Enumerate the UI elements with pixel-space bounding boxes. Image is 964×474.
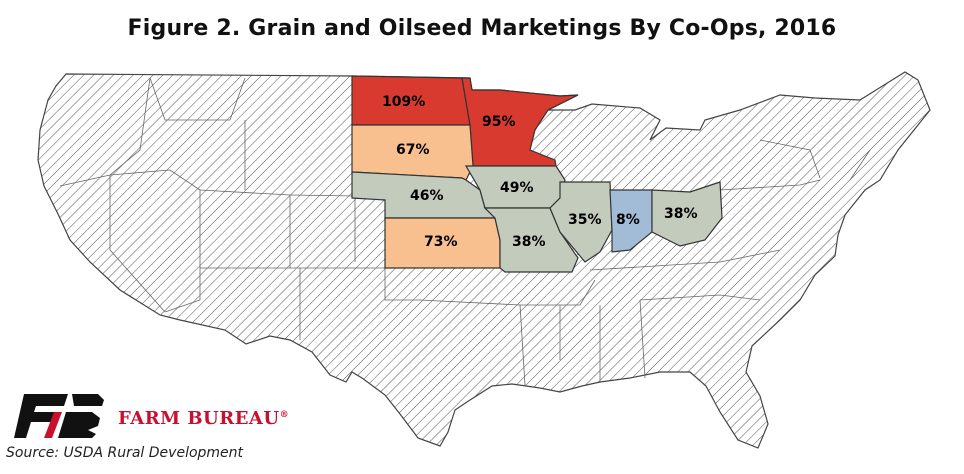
label-north-dakota: 109% bbox=[382, 94, 425, 110]
label-south-dakota: 67% bbox=[396, 142, 430, 158]
label-indiana: 8% bbox=[616, 212, 640, 228]
label-ohio: 38% bbox=[664, 206, 698, 222]
logo-mark-icon bbox=[14, 394, 104, 438]
label-iowa: 49% bbox=[500, 180, 534, 196]
label-missouri: 38% bbox=[512, 234, 546, 250]
brand-registered-mark: ® bbox=[279, 410, 290, 420]
brand-text: FARM BUREAU bbox=[118, 408, 280, 429]
figure-title: Figure 2. Grain and Oilseed Marketings B… bbox=[127, 16, 837, 41]
brand-name: FARM BUREAU® bbox=[118, 408, 289, 429]
data-states bbox=[351, 75, 723, 273]
state-borders bbox=[59, 77, 871, 386]
label-minnesota: 95% bbox=[482, 114, 516, 130]
state-labels: 109% 95% 67% 46% 49% 73% 38% 35% 8% 38% bbox=[382, 94, 698, 250]
farm-bureau-logo bbox=[14, 394, 104, 438]
label-illinois: 35% bbox=[568, 212, 602, 228]
state-ohio[interactable] bbox=[651, 181, 723, 247]
label-kansas: 73% bbox=[424, 234, 458, 250]
label-nebraska: 46% bbox=[410, 188, 444, 204]
source-note: Source: USDA Rural Development bbox=[6, 445, 244, 461]
